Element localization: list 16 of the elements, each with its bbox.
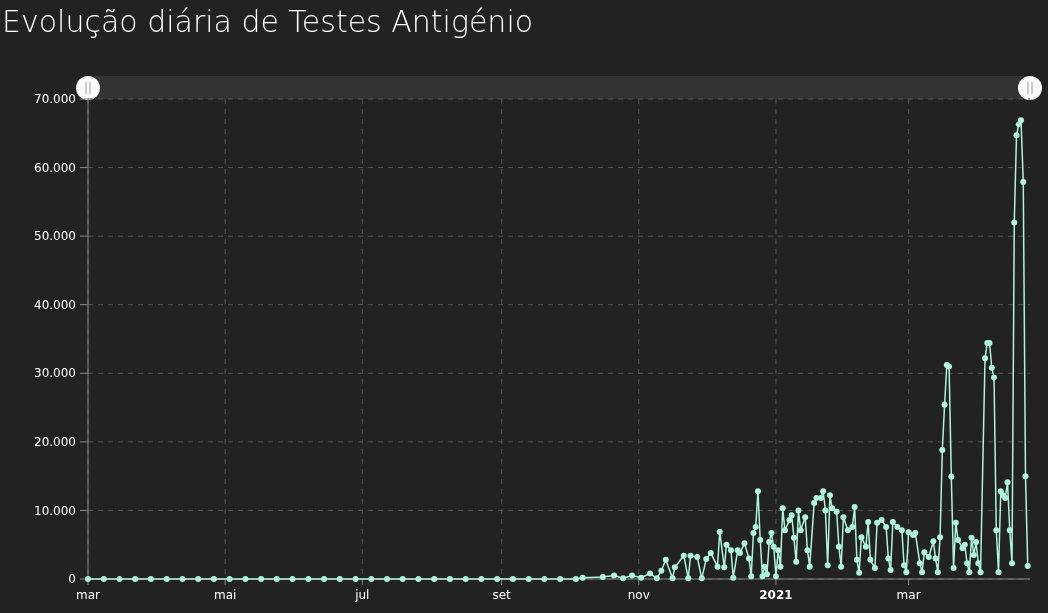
y-tick-label: 20.000 <box>34 435 76 450</box>
y-tick-label: 0 <box>68 572 76 587</box>
y-tick-label: 70.000 <box>34 92 76 107</box>
x-tick-label: set <box>492 588 512 602</box>
y-tick-label: 50.000 <box>34 229 76 244</box>
x-tick-label: mar <box>896 588 921 602</box>
x-tick-label: nov <box>627 588 650 602</box>
y-tick-label: 60.000 <box>34 160 76 175</box>
x-tick-label: jul <box>354 588 370 602</box>
chart-title: Evolução diária de Testes Antigénio <box>2 4 534 39</box>
x-tick-label: mai <box>213 588 237 602</box>
y-tick-label: 10.000 <box>34 503 76 518</box>
x-tick-label: 2021 <box>759 588 793 602</box>
y-tick-label: 40.000 <box>34 297 76 312</box>
x-tick-label: mar <box>76 588 101 602</box>
y-tick-label: 30.000 <box>34 366 76 381</box>
